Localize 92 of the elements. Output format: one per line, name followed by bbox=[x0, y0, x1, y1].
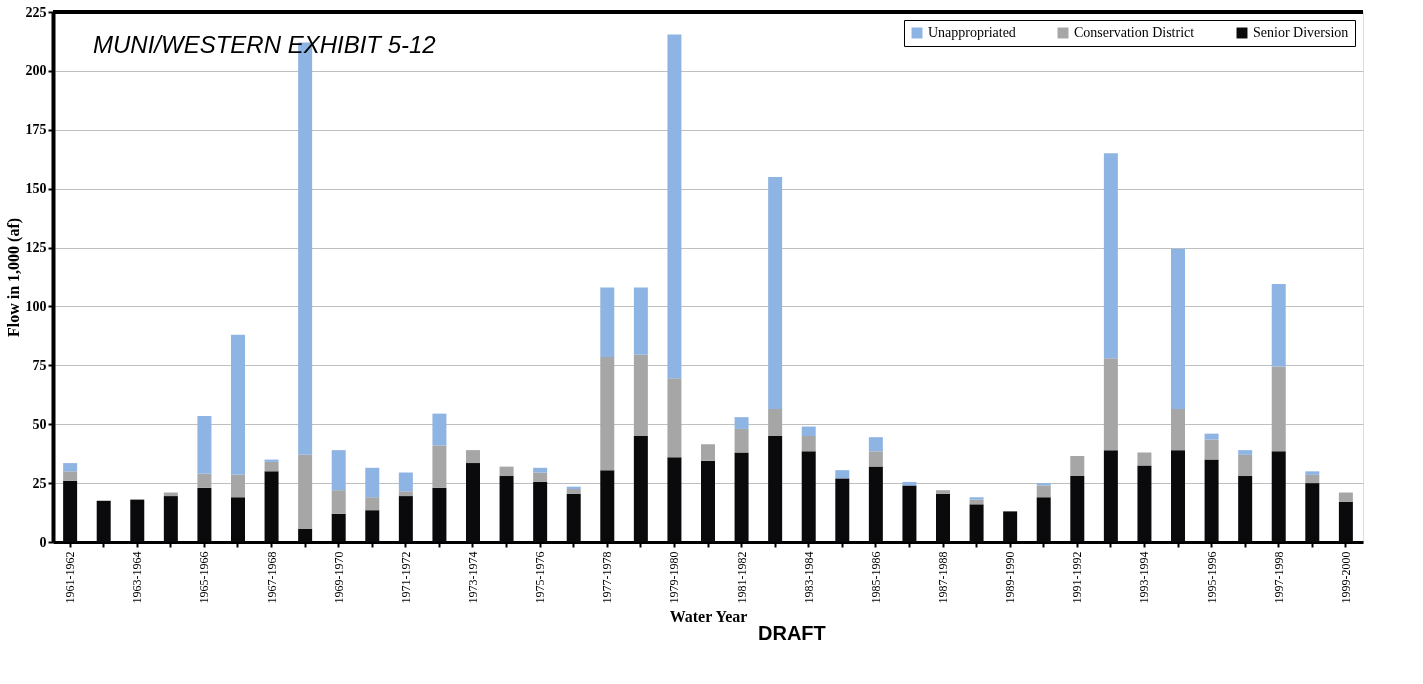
bar bbox=[197, 473, 212, 488]
y-tick-label: 100 bbox=[25, 298, 47, 314]
bar bbox=[1036, 485, 1051, 498]
legend-label: Conservation District bbox=[1074, 25, 1195, 40]
x-tick-label: 1969-1970 bbox=[331, 551, 346, 604]
bar bbox=[432, 445, 447, 488]
bar bbox=[1103, 153, 1118, 359]
annotation: MUNI/WESTERN EXHIBIT 5-12 bbox=[93, 31, 436, 58]
x-tick-label: 1963-1964 bbox=[130, 551, 145, 604]
bar bbox=[365, 467, 380, 498]
text: DRAFT bbox=[758, 622, 826, 644]
y-tick-label: 125 bbox=[25, 240, 47, 256]
legend-label: Senior Diversion bbox=[1253, 25, 1349, 40]
bar bbox=[63, 463, 78, 472]
bar bbox=[264, 461, 279, 472]
bar bbox=[1271, 284, 1286, 367]
bar bbox=[1171, 248, 1186, 409]
bar bbox=[734, 428, 749, 453]
legend-label: Unappropriated bbox=[928, 25, 1016, 40]
bar bbox=[1070, 456, 1085, 477]
bar bbox=[600, 357, 615, 471]
bar bbox=[1338, 492, 1353, 502]
bar bbox=[1204, 439, 1219, 460]
y-axis-title: Flow in 1,000 (af) bbox=[4, 217, 23, 338]
bar bbox=[499, 466, 514, 477]
bar bbox=[398, 472, 413, 492]
x-axis-title: Water Year bbox=[669, 608, 748, 626]
bar bbox=[63, 471, 78, 481]
bar bbox=[1238, 454, 1253, 477]
bar bbox=[801, 436, 816, 452]
x-tick-label: 1997-1998 bbox=[1271, 551, 1286, 604]
x-tick-label: 1983-1984 bbox=[801, 551, 816, 604]
x-tick-label: 1987-1988 bbox=[936, 551, 951, 604]
x-tick-label: 1973-1974 bbox=[465, 551, 480, 604]
bar bbox=[701, 444, 715, 461]
bar bbox=[801, 426, 816, 436]
x-tick-label: 1981-1982 bbox=[734, 551, 749, 604]
y-tick-label: 225 bbox=[25, 4, 47, 20]
bar bbox=[1305, 471, 1320, 475]
x-tick-label: 1991-1992 bbox=[1070, 551, 1085, 604]
bar bbox=[600, 287, 615, 358]
y-tick-label: 50 bbox=[32, 416, 47, 432]
bar bbox=[633, 287, 648, 355]
bar bbox=[1171, 408, 1186, 451]
bar bbox=[936, 490, 951, 494]
bar bbox=[1204, 433, 1219, 440]
x-tick-label: 1999-2000 bbox=[1338, 551, 1353, 604]
bar bbox=[768, 408, 783, 436]
bar bbox=[1137, 452, 1152, 466]
bar bbox=[1271, 366, 1286, 452]
bar bbox=[868, 451, 883, 467]
bar bbox=[533, 472, 548, 482]
bar bbox=[331, 490, 346, 514]
x-tick-label: 1993-1994 bbox=[1137, 551, 1152, 604]
bar bbox=[734, 417, 749, 429]
bar bbox=[465, 450, 480, 464]
bar bbox=[298, 454, 313, 530]
bar bbox=[533, 467, 548, 473]
bar bbox=[365, 497, 380, 511]
bar bbox=[868, 437, 883, 452]
bar bbox=[566, 489, 581, 494]
bar bbox=[1103, 358, 1118, 451]
bar bbox=[398, 491, 413, 497]
bar bbox=[197, 415, 212, 474]
x-tick-label: 1965-1966 bbox=[197, 551, 212, 604]
x-tick-label: 1971-1972 bbox=[398, 551, 413, 604]
x-tick-label: 1985-1986 bbox=[868, 551, 883, 604]
x-tick-label: 1979-1980 bbox=[667, 551, 682, 604]
bar bbox=[667, 34, 682, 379]
bar bbox=[1238, 450, 1253, 455]
bar bbox=[331, 450, 346, 491]
x-tick-label: 1967-1968 bbox=[264, 551, 279, 604]
y-tick-label: 75 bbox=[32, 357, 47, 373]
y-tick-label: 200 bbox=[25, 63, 47, 79]
y-tick-label: 150 bbox=[25, 181, 47, 197]
x-tick-label: 1975-1976 bbox=[533, 551, 548, 604]
bar bbox=[230, 334, 245, 475]
x-tick-label: 1989-1990 bbox=[1003, 551, 1018, 604]
x-tick-label: 1977-1978 bbox=[600, 551, 615, 604]
bar bbox=[633, 354, 648, 436]
y-tick-label: 25 bbox=[32, 475, 47, 491]
bar bbox=[230, 474, 245, 498]
x-tick-label: 1995-1996 bbox=[1204, 551, 1219, 604]
bar bbox=[1305, 474, 1320, 484]
bar bbox=[835, 470, 850, 479]
bar bbox=[768, 176, 783, 409]
y-tick-label: 175 bbox=[25, 122, 47, 138]
bar bbox=[667, 378, 682, 458]
x-tick-label: 1961-1962 bbox=[63, 551, 78, 604]
bar bbox=[432, 413, 447, 446]
bar bbox=[969, 497, 984, 500]
y-tick-label: 0 bbox=[39, 534, 47, 550]
